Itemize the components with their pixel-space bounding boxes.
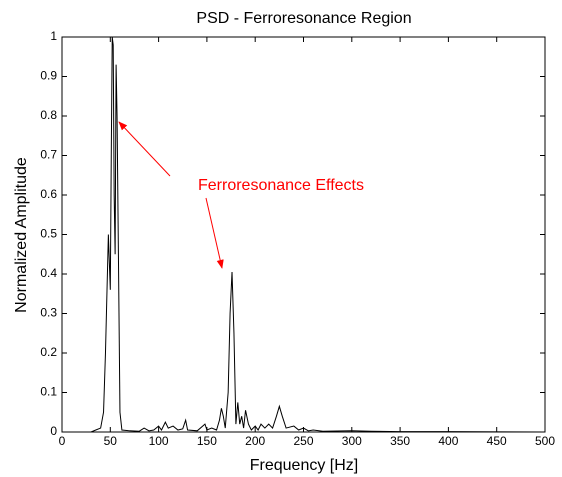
x-tick-label: 400: [438, 434, 458, 448]
y-tick-label: 0.2: [40, 345, 57, 359]
y-tick-label: 0.9: [40, 69, 57, 83]
line-series: [62, 36, 546, 433]
y-tick-label: 0.1: [40, 385, 57, 399]
annotation-arrow: [118, 121, 171, 177]
y-tick-label: 0.6: [40, 187, 57, 201]
x-tick-label: 0: [59, 434, 66, 448]
y-tick-label: 0.7: [40, 148, 57, 162]
y-tick-label: 0.8: [40, 108, 57, 122]
x-tick-label: 250: [293, 434, 313, 448]
y-tick-label: 0.5: [40, 227, 57, 241]
y-tick-label: 1: [50, 29, 57, 43]
y-axis-label: Normalized Amplitude: [13, 157, 30, 313]
y-tick-label: 0: [50, 424, 57, 438]
y-tick-label: 0.4: [40, 266, 57, 280]
x-tick-label: 100: [149, 434, 169, 448]
y-tick-label: 0.3: [40, 306, 57, 320]
chart-title: PSD - Ferroresonance Region: [196, 10, 411, 27]
x-tick-label: 200: [245, 434, 265, 448]
x-axis-label: Frequency [Hz]: [250, 457, 358, 474]
annotation: Ferroresonance Effects: [198, 177, 364, 194]
x-tick-label: 450: [487, 434, 507, 448]
x-tick-label: 50: [104, 434, 118, 448]
x-tick-label: 500: [535, 434, 555, 448]
x-tick-label: 350: [390, 434, 410, 448]
x-tick-label: 150: [197, 434, 217, 448]
annotation-arrow: [205, 197, 224, 269]
x-tick-label: 300: [342, 434, 362, 448]
